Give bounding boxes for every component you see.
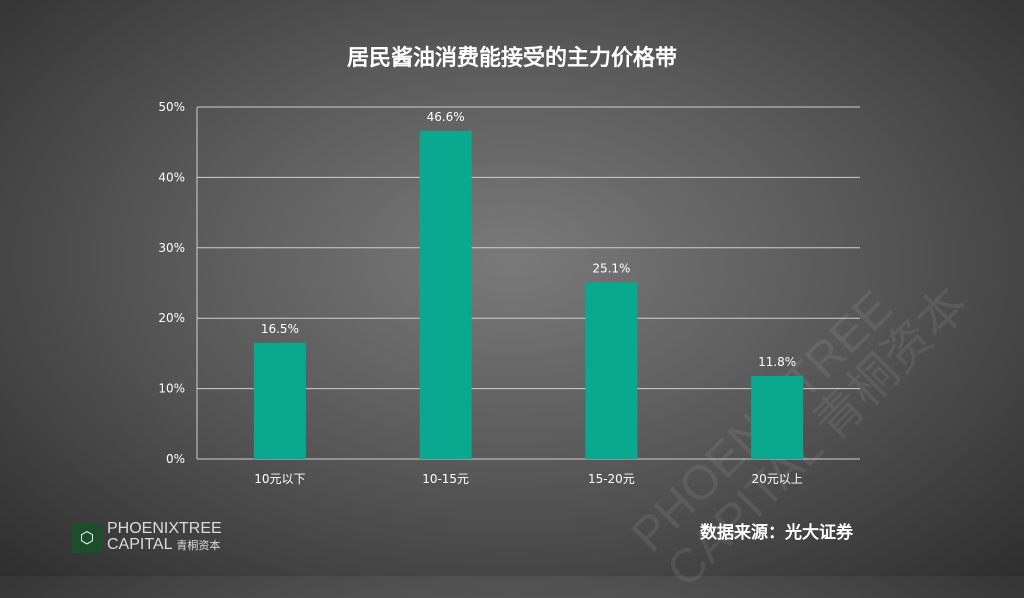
data-label: 16.5% bbox=[261, 322, 299, 336]
chart-title: 居民酱油消费能接受的主力价格带 bbox=[346, 46, 677, 71]
x-tick-label: 20元以上 bbox=[751, 472, 802, 486]
bar bbox=[751, 375, 804, 459]
logo-line1: PHOENIXTREE bbox=[107, 520, 222, 537]
logo: ⬡ PHOENIXTREE CAPITAL 青桐资本 bbox=[72, 521, 222, 554]
bar bbox=[419, 130, 472, 459]
data-label: 46.6% bbox=[427, 110, 465, 124]
y-tick-label: 40% bbox=[158, 170, 185, 184]
source-note: 数据来源：光大证券 bbox=[700, 523, 853, 543]
x-tick-label: 10-15元 bbox=[422, 472, 469, 486]
logo-cube-icon: ⬡ bbox=[72, 522, 102, 553]
y-tick-label: 30% bbox=[158, 241, 185, 255]
x-tick-label: 10元以下 bbox=[254, 472, 305, 486]
logo-cn: 青桐资本 bbox=[176, 540, 221, 552]
x-tick-label: 15-20元 bbox=[588, 472, 635, 486]
y-tick-label: 50% bbox=[158, 100, 185, 114]
y-tick-label: 20% bbox=[158, 311, 185, 325]
y-tick-label: 10% bbox=[158, 382, 185, 396]
data-label: 25.1% bbox=[592, 261, 630, 275]
bar bbox=[253, 342, 306, 459]
data-label: 11.8% bbox=[758, 355, 796, 369]
y-tick-label: 0% bbox=[166, 452, 185, 466]
logo-line2: CAPITAL bbox=[107, 536, 172, 553]
bar-chart: 0% 10% 20% 30% 40% 50% 16.5% 10元以下 46.6% 10-15元 25… bbox=[158, 100, 860, 486]
bar bbox=[585, 282, 638, 459]
